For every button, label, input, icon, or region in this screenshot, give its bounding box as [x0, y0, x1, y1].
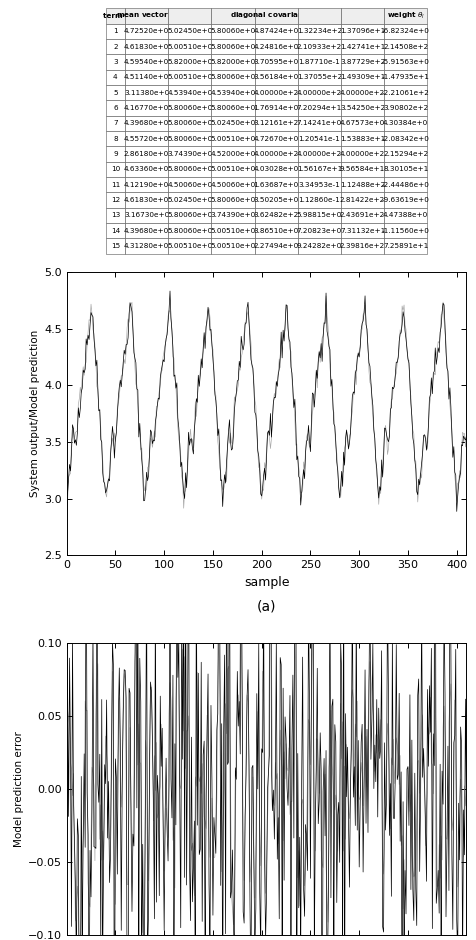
Text: (a): (a) — [257, 600, 276, 614]
Y-axis label: System output/Model prediction: System output/Model prediction — [30, 330, 40, 497]
Y-axis label: Model prediction error: Model prediction error — [14, 731, 24, 847]
X-axis label: sample: sample — [244, 576, 289, 588]
